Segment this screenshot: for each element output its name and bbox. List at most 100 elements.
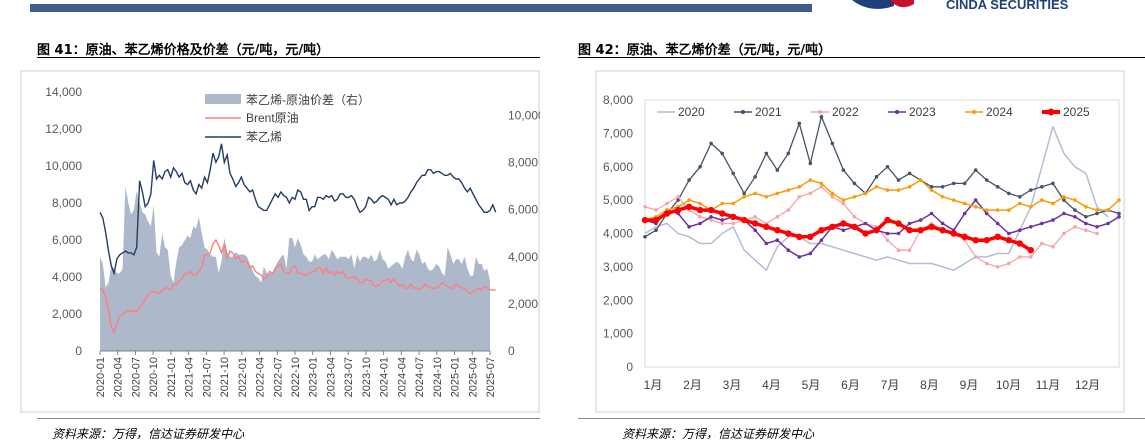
chart42-series-2024-point: [819, 181, 824, 186]
chart42-series-2022-point: [984, 261, 989, 266]
chart41-right-tick-label: 6,000: [508, 203, 538, 217]
chart42-y-tick-label: 5,000: [603, 193, 633, 207]
chart42-series-2025-point: [862, 230, 869, 237]
chart42-series-2023-point: [1007, 231, 1011, 236]
chart42-series-2024-point: [874, 185, 879, 189]
chart42-y-tick-label: 6,000: [603, 160, 633, 174]
chart42-series-2023-point: [995, 221, 1000, 226]
chart42-series-2022-point: [973, 255, 978, 259]
chart42-series-2024-point: [786, 188, 791, 192]
chart42-series-2021-point: [951, 181, 956, 186]
chart42-series-2023-point: [819, 238, 824, 242]
chart42-series-2024-point: [1062, 195, 1066, 199]
chart42-series-2022-point: [709, 218, 713, 222]
chart41-x-tick-label: 2023-10: [361, 357, 373, 397]
chart42-x-tick-label: 5月: [802, 378, 821, 392]
chart42-series-2025-point: [928, 223, 935, 230]
chart42-x-tick-label: 9月: [960, 378, 979, 392]
chart42-x-tick-label: 3月: [723, 378, 742, 392]
chart42-series-2024-point: [1029, 205, 1033, 209]
chart41-x-tick-label: 2022-04: [255, 357, 267, 397]
chart42-series-2023-point: [1029, 225, 1033, 229]
chart41-x-tick-label: 2021-07: [201, 357, 213, 397]
chart42-series-2023-point: [764, 241, 769, 246]
chart42-series-2023-point: [1117, 215, 1121, 219]
chart42-series-2022-point: [1084, 228, 1088, 232]
chart41-x-tick-label: 2023-07: [343, 357, 355, 397]
chart42-series-2025-point: [972, 237, 979, 244]
chart42-series-2023-point: [929, 211, 934, 216]
chart42-series-2023-point: [1073, 215, 1077, 219]
chart42-legend-label: 2023: [909, 105, 936, 119]
chart42-series-2025-point: [873, 227, 880, 234]
chart41-x-tick-label: 2025-07: [485, 357, 497, 397]
chart42-series-2024-point: [742, 195, 746, 199]
chart42-y-tick-label: 3,000: [603, 260, 633, 274]
chart42-series-2025-point: [961, 233, 968, 240]
chart42-series-2021-point: [841, 168, 846, 172]
chart41-x-tick-label: 2021-10: [219, 357, 231, 397]
chart41-x-tick-label: 2025-01: [450, 357, 462, 397]
chart42-series-2024-point: [731, 201, 735, 206]
chart42-series-2021-point: [874, 175, 879, 179]
chart42-series-2025-point: [840, 220, 847, 227]
chart42-series-2021-point: [1095, 211, 1099, 216]
chart42-series-2021-point: [830, 141, 835, 146]
chart42-series-2025-point: [685, 203, 693, 210]
chart42-series-2025-point: [652, 216, 660, 224]
chart42-series-2025-point: [807, 233, 814, 240]
chart41-x-tick-label: 2024-10: [432, 357, 444, 397]
chart42-series-2024-point: [1073, 198, 1077, 202]
chart41-left-tick-label: 14,000: [45, 85, 82, 99]
chart42-series-2021-point: [1051, 181, 1055, 186]
chart41-series-spread-area: [100, 186, 490, 351]
chart42-series-2021-point: [907, 171, 912, 176]
chart42-x-tick-label: 7月: [881, 378, 900, 392]
figure41-bottom-rule: [37, 418, 540, 419]
chart42-series-2021-point: [698, 165, 702, 169]
chart42-series-2025-point: [994, 233, 1001, 240]
chart42-series-2025-point: [906, 227, 913, 234]
chart42-series-2025-point: [884, 216, 891, 224]
chart42-series-2025-point: [1027, 247, 1034, 254]
chart41-x-tick-label: 2020-07: [130, 357, 142, 397]
chart42-series-2021-point: [962, 181, 967, 186]
chart42-series-2025-point: [674, 206, 682, 214]
chart42-legend-marker: [972, 110, 976, 114]
chart42-series-2023-point: [962, 211, 967, 216]
chart42-series-2024-point: [753, 191, 757, 196]
chart41-left-tick-label: 8,000: [52, 196, 82, 210]
chart42-series-2023-point: [896, 231, 901, 236]
chart42-series-2024-point: [929, 188, 934, 192]
chart42-series-2021-point: [643, 235, 647, 239]
chart42-series-2025-point: [1016, 240, 1023, 247]
chart42-series-2022-point: [907, 248, 912, 252]
chart42-series-2021-point: [1073, 208, 1077, 212]
chart42-legend-label: 2022: [832, 105, 859, 119]
chart42-series-2024-point: [1018, 201, 1022, 206]
chart42-series-2024-point: [1040, 198, 1044, 202]
chart42-series-2021-line: [644, 116, 1120, 238]
chart42-series-2021-point: [654, 228, 658, 232]
chart41-x-tick-label: 2024-04: [396, 357, 408, 397]
chart42-series-2025-point: [829, 223, 836, 230]
chart42-series-2021-point: [808, 161, 813, 166]
brand-logo: CINDA SECURITIES: [850, 0, 1145, 16]
chart42-series-2022-point: [896, 248, 901, 252]
chart42-series-2021-point: [742, 191, 746, 196]
chart41-left-tick-label: 6,000: [52, 233, 82, 247]
chart42-series-2025-point: [983, 237, 990, 244]
chart41-left-tick-label: 4,000: [52, 270, 82, 284]
chart41-x-tick-label: 2022-07: [272, 357, 284, 397]
chart42: 0 1,000 2,000 3,000 4,000 5,000 6,000 7,000 8,00…: [595, 70, 1125, 413]
chart42-series-2023-point: [753, 228, 757, 232]
figure42-title: 图 42：原油、苯乙烯价差（元/吨，元/吨）: [578, 43, 832, 58]
chart42-series-2023-point: [907, 221, 912, 226]
chart42-series-2021-point: [973, 168, 978, 172]
chart42-series-2022-point: [1051, 245, 1055, 249]
chart42-series-2021-point: [764, 151, 769, 156]
chart41-right-tick-label: 0: [508, 344, 515, 358]
chart42-series-2021-point: [731, 171, 735, 176]
chart42-series-2023-point: [698, 221, 702, 226]
chart42-series-2022-point: [1073, 225, 1077, 229]
